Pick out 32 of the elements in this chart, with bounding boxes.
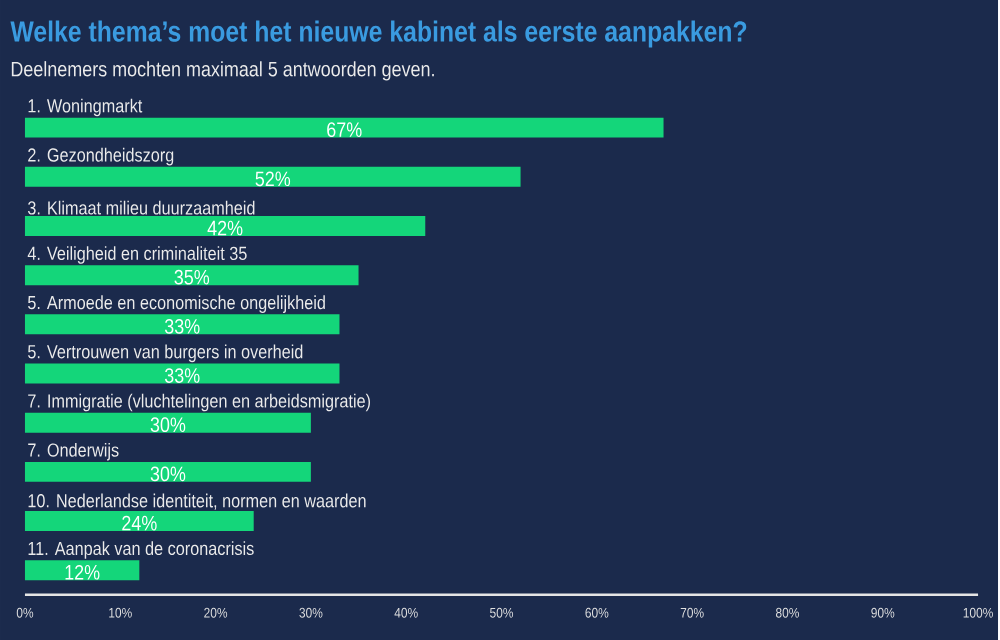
y-tick-label: 11. Aanpak van de coronacrisis (28, 540, 254, 559)
bar (24, 363, 340, 384)
data-label: 42% (207, 220, 243, 235)
data-label: 67% (327, 121, 362, 137)
data-label: 33% (164, 367, 200, 383)
y-tick-label: 2. Gezondheidszorg (28, 147, 174, 166)
data-label: 30% (150, 416, 186, 432)
data-label: 12% (65, 564, 100, 580)
y-tick-label: 3. Klimaat milieu duurzaamheid (27, 200, 255, 215)
bar (24, 510, 254, 531)
bar (24, 264, 359, 285)
data-label: 24% (122, 515, 157, 531)
y-tick-label: 7. Onderwijs (28, 442, 119, 461)
chart-subtitle: Deelnemers mochten maximaal 5 antwoorden geven. (11, 60, 434, 81)
bar (24, 314, 340, 334)
y-tick-label: 5. Vertrouwen van burgers in overheid (28, 344, 303, 362)
data-label: 52% (255, 171, 291, 186)
bar (24, 412, 311, 433)
bar (24, 215, 426, 236)
bar (24, 461, 311, 482)
bar (24, 117, 664, 138)
data-label: 30% (150, 466, 186, 481)
y-tick-label: 10. Nederlandse identiteit, normen en waarden (28, 493, 366, 510)
y-tick-label: 7. Immigratie (vluchtelingen en arbeidsmigratie) (28, 393, 370, 411)
data-label: 33% (164, 318, 200, 334)
y-tick-label: 5. Armoede en economische ongelijkheid (28, 295, 325, 313)
y-tick-label: 4. Veiligheid en criminaliteit 35 (27, 245, 247, 264)
bar (24, 166, 521, 187)
chart-title: Welke thema’s moet het nieuwe kabinet als eerste aanpakken? (10, 20, 747, 48)
y-tick-label: 1. Woningmarkt (28, 98, 143, 116)
data-label: 35% (174, 269, 210, 285)
bar (24, 559, 140, 580)
